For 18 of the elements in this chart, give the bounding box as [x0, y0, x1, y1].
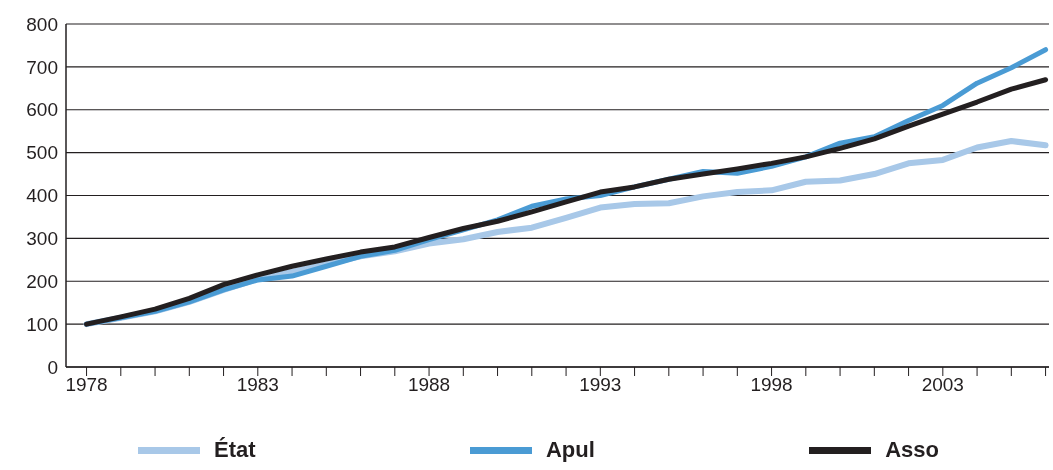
y-tick-label: 300: [26, 228, 58, 250]
y-tick-label: 800: [26, 13, 58, 35]
y-tick-label: 100: [26, 313, 58, 335]
y-tick-label: 700: [26, 56, 58, 78]
x-tick-label: 1998: [750, 374, 793, 396]
legend-label: État: [214, 437, 256, 463]
x-tick-label: 1983: [236, 374, 279, 396]
y-tick-label: 400: [26, 185, 58, 207]
x-tick-label: 1993: [579, 374, 622, 396]
y-tick-label: 200: [26, 270, 58, 292]
x-tick-label: 1978: [65, 374, 108, 396]
y-tick-label: 500: [26, 142, 58, 164]
y-tick-label: 600: [26, 99, 58, 121]
legend-label: Asso: [885, 437, 939, 463]
x-tick-label: 2003: [921, 374, 964, 396]
y-tick-label: 0: [47, 356, 58, 378]
legend-label: Apul: [545, 437, 595, 463]
x-tick-label: 1988: [407, 374, 451, 396]
